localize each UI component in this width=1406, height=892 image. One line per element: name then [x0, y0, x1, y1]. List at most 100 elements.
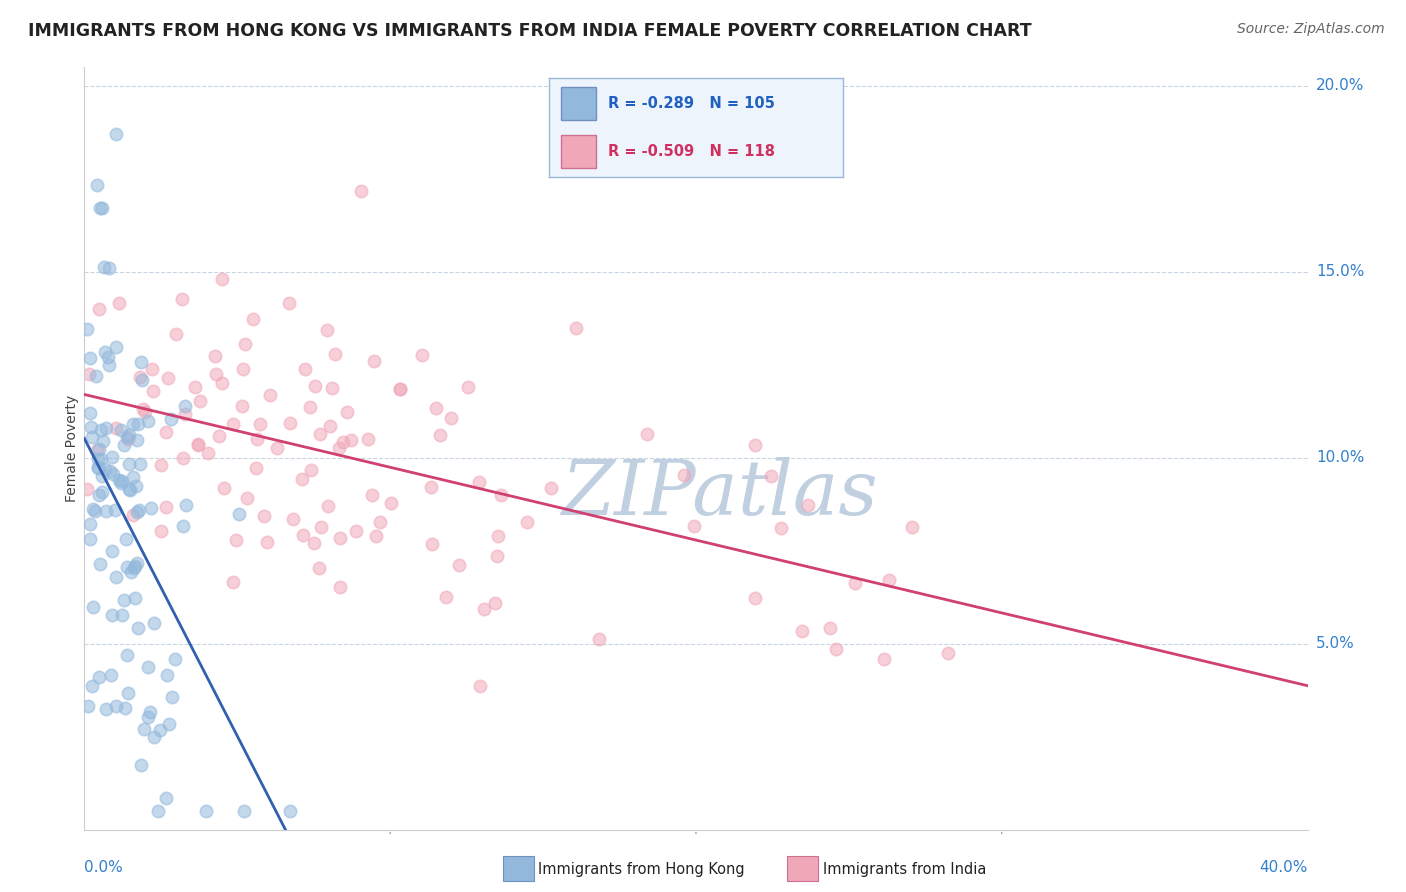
- Point: [565, 321, 588, 335]
- Point: [127, 505, 149, 519]
- Point: [94, 461, 117, 475]
- Point: [136, 659, 159, 673]
- Point: [283, 512, 305, 526]
- Point: [79, 516, 101, 531]
- Point: [299, 463, 322, 477]
- Point: [139, 501, 162, 516]
- Point: [344, 524, 367, 538]
- Point: [132, 402, 155, 417]
- Point: [173, 399, 195, 413]
- Point: [212, 481, 235, 495]
- Point: [82, 679, 104, 693]
- Point: [825, 641, 848, 656]
- Point: [256, 534, 278, 549]
- Point: [142, 384, 165, 398]
- Point: [87, 460, 110, 475]
- Point: [98, 464, 121, 478]
- Point: [440, 411, 463, 425]
- Text: Immigrants from India: Immigrants from India: [823, 863, 986, 877]
- Point: [127, 434, 149, 448]
- Point: [170, 293, 193, 307]
- Text: 10.0%: 10.0%: [1316, 450, 1364, 465]
- Point: [136, 414, 159, 428]
- Point: [129, 355, 152, 369]
- Point: [87, 488, 110, 502]
- Point: [118, 482, 141, 496]
- Point: [104, 340, 127, 354]
- Point: [76, 699, 98, 714]
- Point: [434, 590, 457, 604]
- Point: [540, 481, 562, 495]
- Point: [90, 201, 112, 215]
- Point: [84, 504, 107, 518]
- Point: [361, 488, 384, 502]
- Point: [467, 475, 489, 489]
- Text: Immigrants from Hong Kong: Immigrants from Hong Kong: [538, 863, 745, 877]
- Point: [672, 468, 695, 483]
- Point: [221, 574, 243, 589]
- Point: [91, 434, 114, 448]
- Point: [77, 368, 100, 382]
- Point: [76, 322, 98, 336]
- Point: [744, 591, 766, 605]
- Point: [90, 452, 112, 467]
- Point: [86, 178, 108, 193]
- Point: [484, 595, 506, 609]
- Point: [86, 443, 108, 458]
- Point: [97, 350, 120, 364]
- Point: [87, 461, 110, 475]
- Point: [231, 399, 253, 413]
- Text: 20.0%: 20.0%: [1316, 78, 1364, 93]
- Point: [132, 722, 155, 736]
- Point: [249, 417, 271, 432]
- Point: [94, 344, 117, 359]
- Point: [187, 438, 209, 452]
- Point: [411, 348, 433, 362]
- Point: [108, 296, 131, 310]
- Point: [103, 467, 125, 482]
- Point: [205, 367, 228, 381]
- Point: [204, 349, 226, 363]
- Point: [115, 560, 138, 574]
- Point: [98, 261, 121, 276]
- Point: [122, 508, 145, 523]
- Point: [278, 804, 301, 818]
- Point: [87, 301, 110, 316]
- Point: [111, 607, 134, 622]
- Point: [115, 532, 138, 546]
- Point: [242, 312, 264, 326]
- Point: [104, 570, 127, 584]
- Point: [122, 417, 145, 431]
- Point: [91, 469, 114, 483]
- Point: [79, 406, 101, 420]
- Point: [744, 438, 766, 452]
- Point: [363, 354, 385, 368]
- Point: [900, 520, 922, 534]
- Point: [82, 501, 104, 516]
- Point: [76, 483, 98, 497]
- Point: [122, 560, 145, 574]
- Point: [419, 480, 441, 494]
- Point: [818, 621, 841, 635]
- Point: [124, 558, 146, 573]
- Point: [120, 566, 142, 580]
- Point: [470, 679, 492, 693]
- Point: [485, 549, 508, 563]
- Point: [936, 646, 959, 660]
- Point: [197, 446, 219, 460]
- Point: [489, 488, 512, 502]
- Point: [208, 429, 231, 443]
- Point: [350, 184, 373, 198]
- Point: [380, 496, 402, 510]
- Point: [588, 632, 610, 646]
- Point: [336, 405, 359, 419]
- Point: [309, 427, 332, 442]
- Point: [457, 379, 479, 393]
- Point: [134, 405, 156, 419]
- Point: [155, 500, 177, 514]
- Point: [104, 503, 127, 517]
- Point: [233, 336, 256, 351]
- Point: [388, 382, 411, 396]
- Point: [516, 516, 538, 530]
- Point: [120, 483, 142, 497]
